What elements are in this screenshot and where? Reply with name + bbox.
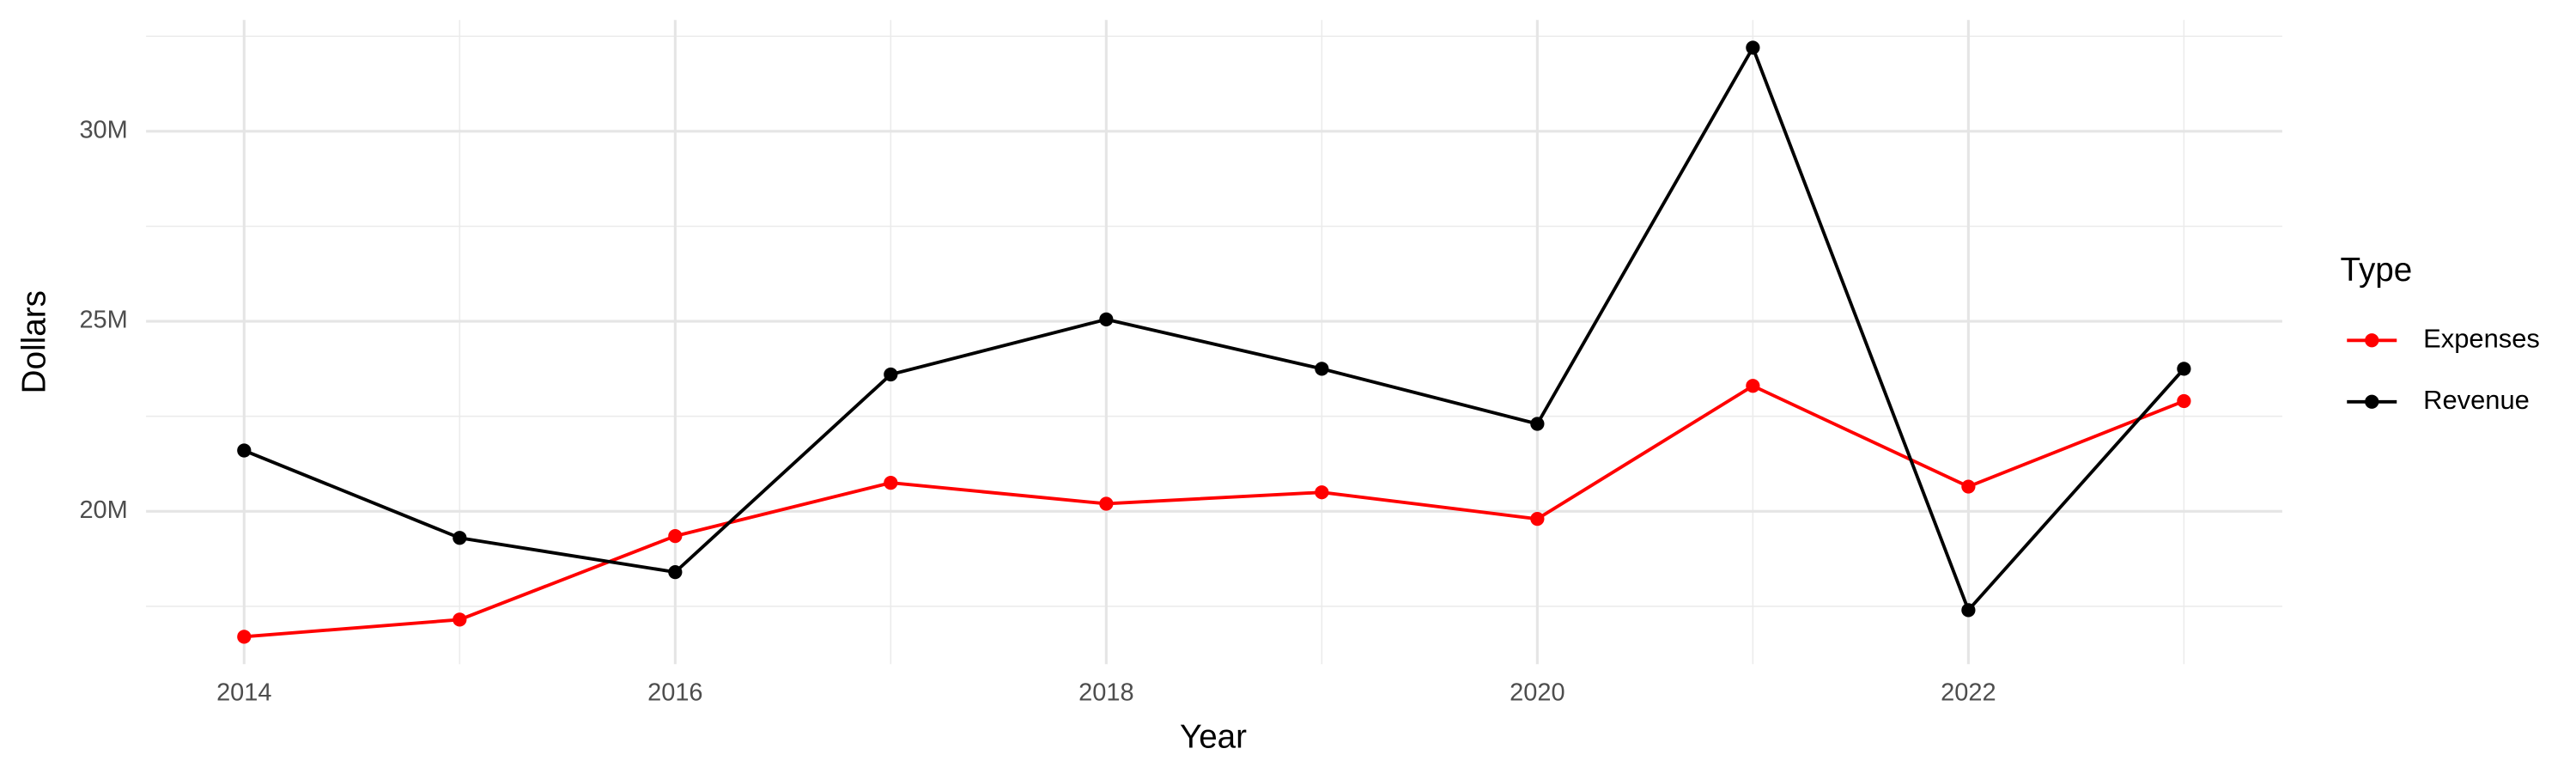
series-line xyxy=(244,384,2185,639)
y-tick-label: 20M xyxy=(79,496,127,524)
x-tick-label: 2014 xyxy=(216,679,271,707)
data-point xyxy=(1961,479,1976,494)
data-point xyxy=(2177,393,2191,409)
x-axis-title: Year xyxy=(1180,718,1247,755)
data-point xyxy=(884,476,898,490)
x-tick-label: 2018 xyxy=(1078,679,1133,707)
legend-title: Type xyxy=(2341,252,2413,289)
x-tick-label: 2022 xyxy=(1941,679,1996,707)
y-tick-label: 30M xyxy=(79,116,127,143)
data-point xyxy=(668,564,683,580)
data-point xyxy=(1315,362,1329,376)
data-point xyxy=(884,367,898,382)
data-point xyxy=(1315,485,1329,500)
data-point xyxy=(237,630,252,644)
legend-key-point xyxy=(2365,394,2379,409)
data-point xyxy=(1530,512,1545,526)
legend-label: Revenue xyxy=(2423,385,2530,415)
data-point xyxy=(1746,40,1760,55)
data-point xyxy=(453,531,467,545)
data-point xyxy=(237,443,252,458)
data-point xyxy=(1961,603,1976,618)
data-point xyxy=(453,612,467,627)
x-tick-label: 2016 xyxy=(647,679,702,707)
data-point xyxy=(1530,417,1545,431)
data-point xyxy=(2177,362,2191,376)
data-point xyxy=(668,528,683,544)
y-tick-label: 25M xyxy=(79,307,127,334)
series-line xyxy=(243,44,2185,614)
legend-label: Expenses xyxy=(2423,323,2540,353)
data-point xyxy=(1099,496,1114,511)
data-point xyxy=(1746,379,1760,393)
legend-key-point xyxy=(2365,333,2379,348)
x-tick-label: 2020 xyxy=(1510,679,1564,707)
data-point xyxy=(1099,312,1114,326)
y-axis-title: Dollars xyxy=(16,290,53,393)
